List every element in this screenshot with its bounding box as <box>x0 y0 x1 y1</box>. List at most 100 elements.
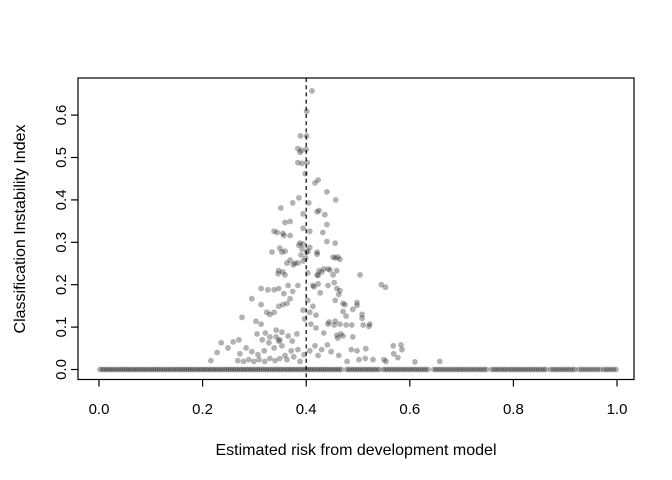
data-point <box>301 351 307 358</box>
data-point <box>282 219 288 226</box>
baseline-point <box>449 366 456 373</box>
baseline-point <box>296 366 303 373</box>
baseline-point <box>139 366 146 373</box>
baseline-point <box>252 366 258 373</box>
baseline-point <box>461 366 468 373</box>
baseline-point <box>406 366 413 373</box>
data-point <box>297 358 303 365</box>
data-point <box>273 327 280 333</box>
baseline-point <box>430 366 437 373</box>
data-point <box>331 279 338 286</box>
baseline-point <box>258 366 265 373</box>
baseline-point <box>589 366 595 373</box>
data-point <box>332 255 339 261</box>
baseline-point <box>481 366 487 373</box>
data-point <box>295 159 301 166</box>
data-point <box>348 346 355 353</box>
baseline-point <box>230 366 236 373</box>
baseline-point <box>507 366 514 373</box>
baseline-point <box>387 366 394 373</box>
data-point <box>280 301 286 308</box>
baseline-point <box>194 366 201 373</box>
baseline-point <box>557 366 564 373</box>
baseline-point <box>526 366 533 373</box>
data-point <box>340 333 346 339</box>
data-point <box>340 308 346 315</box>
baseline-point <box>298 366 305 373</box>
baseline-point <box>134 366 141 373</box>
data-point <box>366 323 372 330</box>
data-point <box>267 334 273 340</box>
baseline-point <box>314 366 320 373</box>
baseline-point <box>369 366 376 373</box>
data-point <box>306 347 313 354</box>
baseline-point <box>408 366 415 373</box>
baseline-point <box>201 366 208 373</box>
baseline-point <box>238 366 245 373</box>
baseline-point <box>586 366 593 373</box>
data-point <box>234 357 241 364</box>
baseline-point <box>567 366 574 373</box>
data-point <box>326 319 332 325</box>
data-point <box>378 281 385 288</box>
baseline-point <box>454 366 461 373</box>
data-point <box>282 272 288 278</box>
data-point <box>281 232 287 239</box>
data-point <box>306 228 313 235</box>
data-point <box>325 321 331 327</box>
baseline-point <box>325 366 331 373</box>
data-point <box>266 339 272 346</box>
data-point <box>300 211 306 217</box>
baseline-point <box>353 366 359 373</box>
baseline-point <box>159 366 165 373</box>
data-point <box>258 285 264 292</box>
data-point <box>312 342 318 349</box>
data-point <box>273 334 280 340</box>
data-point <box>281 290 287 297</box>
baseline-point <box>261 366 267 373</box>
data-point <box>348 322 355 328</box>
baseline-point <box>307 366 314 373</box>
x-tick-label: 0.0 <box>89 401 110 418</box>
data-point <box>291 260 298 266</box>
baseline-point <box>187 366 194 373</box>
baseline-point <box>249 366 256 373</box>
baseline-point <box>445 366 451 373</box>
baseline-point <box>276 366 283 373</box>
baseline-point <box>560 366 566 373</box>
baseline-point <box>459 366 466 373</box>
baseline-point <box>289 366 296 373</box>
data-point <box>333 267 340 274</box>
baseline-point <box>569 366 576 373</box>
data-point <box>254 331 260 337</box>
baseline-point <box>401 366 408 373</box>
baseline-point <box>466 366 473 373</box>
baseline-point <box>336 366 343 373</box>
data-point <box>271 286 277 293</box>
baseline-point <box>272 366 278 373</box>
data-point <box>295 260 301 266</box>
baseline-point <box>254 366 261 373</box>
data-point <box>318 346 325 353</box>
data-point <box>354 302 360 309</box>
baseline-point <box>540 366 547 373</box>
baseline-point <box>168 366 174 373</box>
baseline-point <box>227 366 234 373</box>
data-point <box>276 355 283 362</box>
baseline-point <box>294 366 300 373</box>
baseline-point <box>517 366 523 373</box>
baseline-point <box>267 366 274 373</box>
baseline-point <box>415 366 422 373</box>
baseline-point <box>471 366 478 373</box>
baseline-point <box>269 366 276 373</box>
data-point <box>225 345 231 351</box>
data-point <box>214 349 221 356</box>
baseline-point <box>309 366 316 373</box>
data-point <box>297 240 303 247</box>
baseline-point <box>512 366 519 373</box>
y-tick-label: 0.4 <box>53 189 70 210</box>
baseline-point <box>97 366 103 373</box>
baseline-point <box>331 366 338 373</box>
baseline-point <box>128 366 134 373</box>
